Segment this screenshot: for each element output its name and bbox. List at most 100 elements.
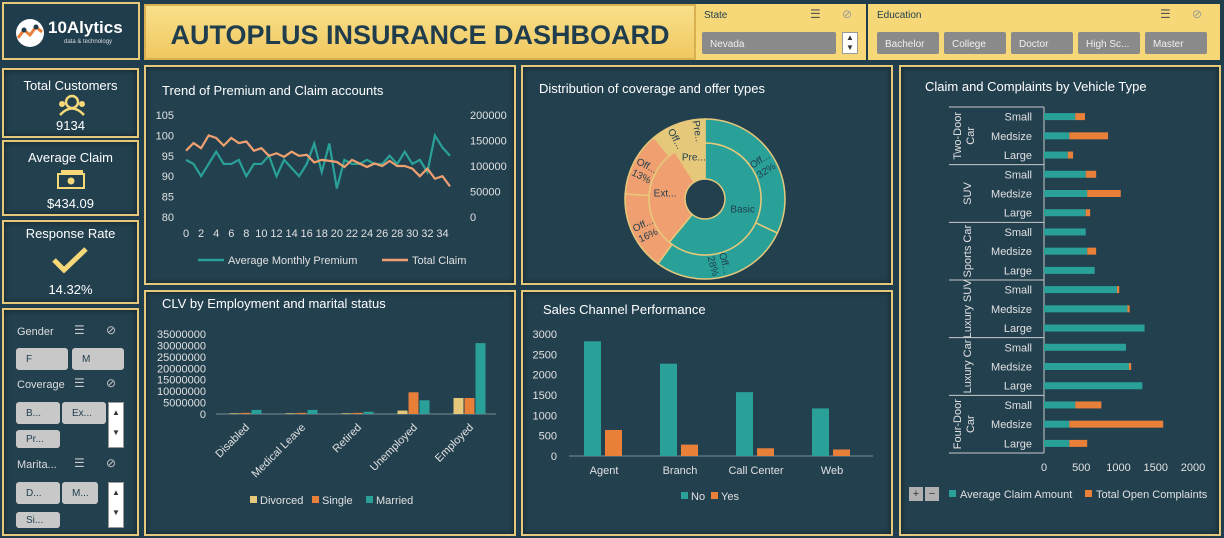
expand-button[interactable]: + bbox=[909, 487, 923, 501]
size-label: Large bbox=[1004, 323, 1032, 335]
inner-ring-slice bbox=[673, 142, 706, 184]
outer-ring-label: Pre... bbox=[690, 120, 705, 145]
x-tick-label: Call Center bbox=[728, 465, 783, 477]
trend-chart-panel: Trend of Premium and Claim accounts 80 85… bbox=[144, 65, 516, 285]
x-tick-label: 34 bbox=[436, 228, 448, 240]
y-tick-label: 1000 bbox=[533, 410, 557, 422]
education-option-college[interactable]: College bbox=[944, 32, 1006, 54]
outer-ring-pct: 28% bbox=[705, 255, 721, 277]
claim-bar bbox=[1044, 209, 1086, 217]
clear-filter-icon[interactable]: ⊘ bbox=[1192, 7, 1203, 21]
complaint-bar bbox=[1128, 363, 1132, 370]
clear-filter-icon[interactable]: ⊘ bbox=[106, 323, 117, 337]
size-label: Small bbox=[1004, 400, 1032, 412]
y-tick-label: 10000000 bbox=[157, 386, 206, 398]
x-tick-label: Disabled bbox=[213, 422, 252, 461]
marital-option-married[interactable]: M... bbox=[62, 482, 98, 504]
checkmark-icon bbox=[52, 247, 88, 274]
x-tick-label: 2000 bbox=[1181, 462, 1205, 474]
legend-label: Total Open Complaints bbox=[1096, 489, 1208, 501]
x-tick-label: 10 bbox=[255, 228, 267, 240]
x-tick-label: 28 bbox=[391, 228, 403, 240]
state-scroll[interactable]: ▲ ▼ bbox=[842, 32, 858, 54]
legend-label: Total Claim bbox=[412, 255, 466, 267]
education-option-high-school[interactable]: High Sc... bbox=[1078, 32, 1140, 54]
complaint-bar bbox=[1087, 190, 1121, 197]
response-rate-value: 14.32% bbox=[48, 282, 93, 297]
x-tick-label: 32 bbox=[421, 228, 433, 240]
size-label: Small bbox=[1004, 342, 1032, 354]
bar-yes bbox=[605, 429, 622, 456]
education-option-bachelor[interactable]: Bachelor bbox=[877, 32, 939, 54]
claim-bar bbox=[1044, 228, 1086, 236]
marital-option-divorced[interactable]: D... bbox=[16, 482, 60, 504]
x-tick-label: Web bbox=[821, 465, 843, 477]
claim-bar bbox=[1044, 382, 1143, 390]
response-rate-label: Response Rate bbox=[25, 226, 116, 241]
multi-select-icon[interactable]: ☰ bbox=[74, 376, 85, 390]
customers-icon bbox=[59, 94, 85, 116]
bar-single bbox=[352, 412, 363, 414]
y-right-tick-label: 0 bbox=[470, 212, 476, 224]
y-tick-label: 0 bbox=[551, 451, 557, 463]
bar-divorced bbox=[397, 410, 408, 414]
multi-select-icon[interactable]: ☰ bbox=[74, 323, 85, 337]
complaint-bar bbox=[1085, 170, 1097, 178]
y-left-tick-label: 85 bbox=[162, 192, 174, 204]
clear-filter-icon[interactable]: ⊘ bbox=[106, 456, 117, 470]
claim-bar bbox=[1044, 420, 1070, 428]
sales-chart-title: Sales Channel Performance bbox=[543, 302, 706, 317]
claim-bar bbox=[1044, 190, 1088, 197]
logo-icon bbox=[16, 19, 44, 47]
bar-married bbox=[419, 400, 430, 414]
legend-label: No bbox=[691, 491, 705, 503]
y-right-tick-label: 150000 bbox=[470, 136, 507, 148]
coverage-chart-panel: Distribution of coverage and offer types… bbox=[521, 65, 893, 285]
claim-bar bbox=[1044, 305, 1128, 313]
gender-option-f[interactable]: F bbox=[16, 348, 68, 370]
vehicle-chart-panel: Claim and Complaints by Vehicle Type Sma… bbox=[899, 65, 1221, 536]
marital-scrollbar[interactable]: ▲ ▼ bbox=[108, 482, 124, 528]
coverage-option-extended[interactable]: Ex... bbox=[62, 402, 106, 424]
education-option-doctor[interactable]: Doctor bbox=[1011, 32, 1073, 54]
claim-bar bbox=[1044, 363, 1129, 370]
marital-option-single[interactable]: Si... bbox=[16, 512, 60, 528]
bar-yes bbox=[681, 444, 698, 456]
multi-select-icon[interactable]: ☰ bbox=[1160, 7, 1171, 21]
collapse-button[interactable]: − bbox=[925, 487, 939, 501]
coverage-option-premium[interactable]: Pr... bbox=[16, 430, 60, 448]
y-right-tick-label: 100000 bbox=[470, 161, 507, 173]
y-tick-label: 25000000 bbox=[157, 352, 206, 364]
complaint-bar bbox=[1087, 247, 1097, 255]
legend-label: Married bbox=[376, 495, 413, 507]
group-label: Car bbox=[965, 415, 977, 433]
complaint-bar bbox=[1075, 113, 1085, 121]
inner-ring-slice bbox=[648, 150, 696, 244]
inner-ring-label: Basic bbox=[730, 205, 754, 216]
coverage-scrollbar[interactable]: ▲ ▼ bbox=[108, 402, 124, 448]
bar-divorced bbox=[341, 413, 352, 414]
complaint-bar bbox=[1117, 286, 1120, 294]
complaint-bar bbox=[1075, 401, 1102, 409]
y-left-tick-label: 80 bbox=[162, 212, 174, 224]
multi-select-icon[interactable]: ☰ bbox=[74, 456, 85, 470]
gender-option-m[interactable]: M bbox=[72, 348, 124, 370]
y-left-tick-label: 100 bbox=[156, 130, 174, 142]
multi-select-icon[interactable]: ☰ bbox=[810, 7, 821, 21]
clv-chart-title: CLV by Employment and marital status bbox=[162, 296, 386, 311]
size-label: Large bbox=[1004, 150, 1032, 162]
y-tick-label: 2000 bbox=[533, 370, 557, 382]
x-tick-label: 14 bbox=[285, 228, 297, 240]
claim-bar bbox=[1044, 266, 1095, 274]
clear-filter-icon[interactable]: ⊘ bbox=[106, 376, 117, 390]
education-option-master[interactable]: Master bbox=[1145, 32, 1207, 54]
clear-filter-icon[interactable]: ⊘ bbox=[842, 7, 853, 21]
coverage-option-basic[interactable]: B... bbox=[16, 402, 60, 424]
size-label: Medsize bbox=[991, 131, 1032, 143]
bar-single bbox=[296, 412, 307, 414]
bar-single bbox=[464, 398, 475, 414]
state-option-nevada[interactable]: Nevada bbox=[702, 32, 836, 54]
gender-label: Gender bbox=[17, 326, 54, 338]
bar-no bbox=[584, 341, 601, 456]
